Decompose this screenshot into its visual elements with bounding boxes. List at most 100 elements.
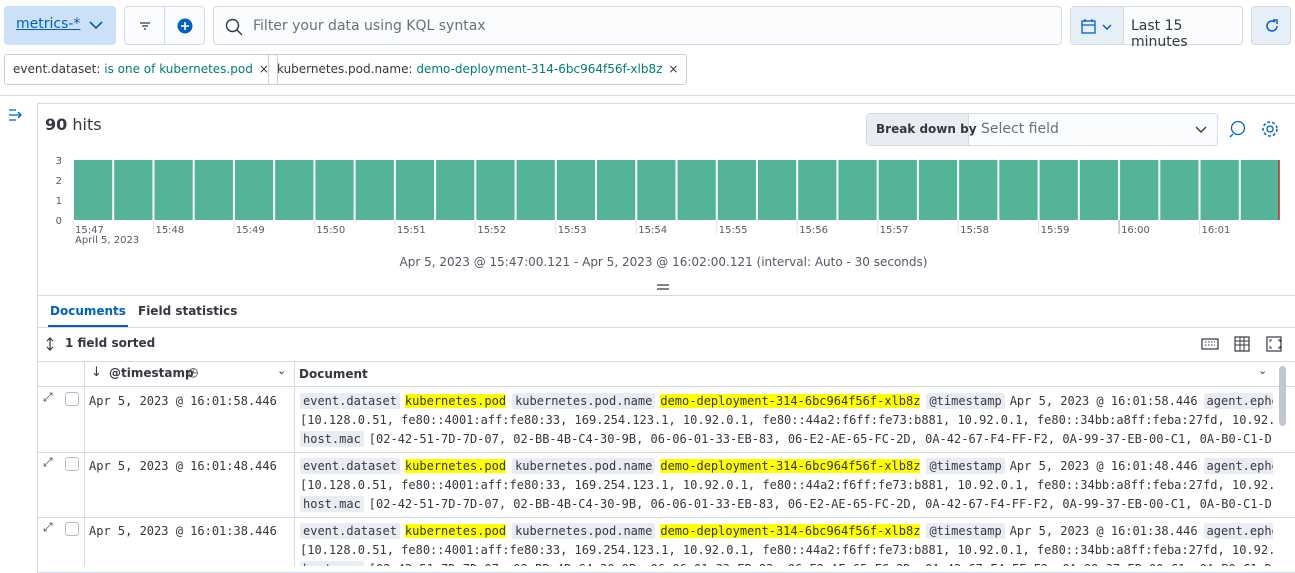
field-value: [10.128.0.51, fe80::4001:aff:fe80:33, 16… [300,543,1273,557]
x-tick-label: 15:54 [638,225,667,236]
row-checkbox[interactable] [65,457,79,471]
grid-header: ↓ @timestamp ◷ ⌄ Document ⌄ [38,362,1295,387]
col-divider [84,362,85,387]
timestamp: Apr 5, 2023 @ 16:01:58.446 [89,394,277,408]
doc-line: host.mac [02-42-51-7D-7D-07, 02-BB-4B-C4-… [300,430,1273,449]
search-bar[interactable]: Filter your data using KQL syntax [213,6,1062,45]
filter-icon [140,22,150,30]
row-checkbox[interactable] [65,522,79,536]
field-value: demo-deployment-314-6bc964f56f-xlb8z [660,524,921,538]
filter-actions[interactable] [124,6,205,45]
data-view-button[interactable]: metrics-* [4,6,116,45]
bar [1120,160,1159,220]
time-picker[interactable]: Last 15 minutes [1070,6,1243,50]
settings-icon[interactable] [1261,120,1279,138]
data-view-name: metrics-* [16,16,81,32]
field-value: Apr 5, 2023 @ 16:01:38.446 [1009,524,1198,538]
field-name: @timestamp [926,393,1005,409]
filter-remove[interactable]: × [668,62,679,76]
timestamp: Apr 5, 2023 @ 16:01:38.446 [89,524,277,538]
y-tick-label: 2 [56,176,62,187]
filter-value-text: kubernetes.pod [159,62,253,76]
x-tick-label: 15:48 [155,225,184,236]
filter-remove[interactable]: × [258,62,269,76]
resize-handle[interactable] [656,283,670,291]
x-tick-label: 15:59 [1041,225,1070,236]
inspect-icon[interactable] [1229,120,1247,138]
bar [436,160,475,220]
refresh-button[interactable] [1251,6,1291,45]
expand-icon[interactable]: ⤢ [43,455,53,469]
field-name: event.dataset [300,523,400,539]
filter-value: is one of kubernetes.pod [104,62,253,76]
breakdown[interactable]: Break down by Select field [866,113,1218,146]
doc-line: event.dataset kubernetes.pod kubernetes.po… [300,457,1273,476]
hits-count: 90 [45,115,68,134]
bar [717,160,756,220]
grid-row: ⤢ Apr 5, 2023 @ 16:01:48.446 event.dataset… [38,453,1295,518]
tab[interactable]: Documents [48,304,128,327]
bar [275,160,314,220]
grid-toolbar[interactable] [1200,336,1290,352]
x-tick-label: 15:51 [397,225,426,236]
y-tick-label: 0 [56,216,62,227]
filter-value-text: demo-deployment-314-6bc964f56f-xlb8z [416,62,663,76]
field-value: Apr 5, 2023 @ 16:01:58.446 [1009,394,1198,408]
field-value: [10.128.0.51, fe80::4001:aff:fe80:33, 16… [300,478,1273,492]
x-tick-label: 15:56 [799,225,828,236]
expand-icon[interactable]: ⤢ [43,390,53,404]
filter-operator: is one of [104,62,156,76]
doc-line: event.dataset kubernetes.pod kubernetes.po… [300,522,1273,541]
bar [677,160,716,220]
breakdown-label: Break down by [876,122,977,136]
bar [999,160,1038,220]
field-name: agent.ephem [1203,458,1273,474]
field-name: host.mac [300,561,364,566]
x-tick-label: 15:52 [477,225,506,236]
field-name: @timestamp [926,458,1005,474]
field-name: event.dataset [300,458,400,474]
column-header[interactable]: @timestamp [109,366,194,380]
column-header[interactable]: Document [299,367,368,381]
sort-icon [46,337,54,351]
tab[interactable]: Field statistics [138,304,238,318]
filter-pill[interactable]: event.dataset: is one of kubernetes.pod × [4,54,278,85]
refresh-icon [1266,19,1278,32]
bar [1039,160,1078,220]
scrollbar[interactable] [1279,366,1286,426]
histogram: 0 1 2 3 15:47 15:48 15:49 15:50 15:51 15:52 15:53 1… [56,156,1280,246]
col-divider [294,453,295,518]
chevron [1195,126,1207,133]
bar [798,160,837,220]
field-name: agent.ephem [1203,523,1273,539]
expand-icon[interactable]: ⤢ [43,520,53,534]
clock-icon: ◷ [188,365,199,379]
field-name: event.dataset [300,393,400,409]
calendar-icon [1081,19,1112,34]
column-menu[interactable]: ⌄ [1258,364,1268,377]
y-tick-label: 1 [56,196,62,207]
field-name: agent.ephem [1203,393,1273,409]
data-grid: ↓ @timestamp ◷ ⌄ Document ⌄ ⤢ Apr 5, 2023 @ 16:… [38,361,1295,566]
timestamp: Apr 5, 2023 @ 16:01:48.446 [89,459,277,473]
chevron [89,21,103,30]
col-divider [294,518,295,566]
column-menu[interactable]: ⌄ [277,364,287,377]
search-icon [225,18,243,36]
row-checkbox[interactable] [65,392,79,406]
field-value: [02-42-51-7D-7D-07, 02-BB-4B-C4-30-9B, 0… [368,432,1272,446]
field-value: [02-42-51-7D-7D-07, 02-BB-4B-C4-30-9B, 0… [368,497,1272,511]
doc-line: host.mac [02-42-51-7D-7D-07, 02-BB-4B-C4-… [300,495,1273,514]
field-value: [02-42-51-7D-7D-07, 02-BB-4B-C4-30-9B, 0… [369,562,1272,566]
doc-line: event.dataset kubernetes.pod kubernetes.po… [300,392,1273,411]
bar [878,160,917,220]
field-value: kubernetes.pod [404,459,507,473]
time-picker-label: Last 15 minutes [1131,18,1188,50]
sort-label[interactable]: 1 field sorted [65,336,156,350]
sidebar-toggle[interactable] [8,108,24,122]
doc-line: [10.128.0.51, fe80::4001:aff:fe80:33, 16… [300,476,1273,495]
x-tick-label: 16:00 [1121,225,1150,236]
filter-pill[interactable]: kubernetes.pod.name: demo-deployment-314… [268,54,688,85]
bar [395,160,435,220]
col-divider [84,453,85,518]
